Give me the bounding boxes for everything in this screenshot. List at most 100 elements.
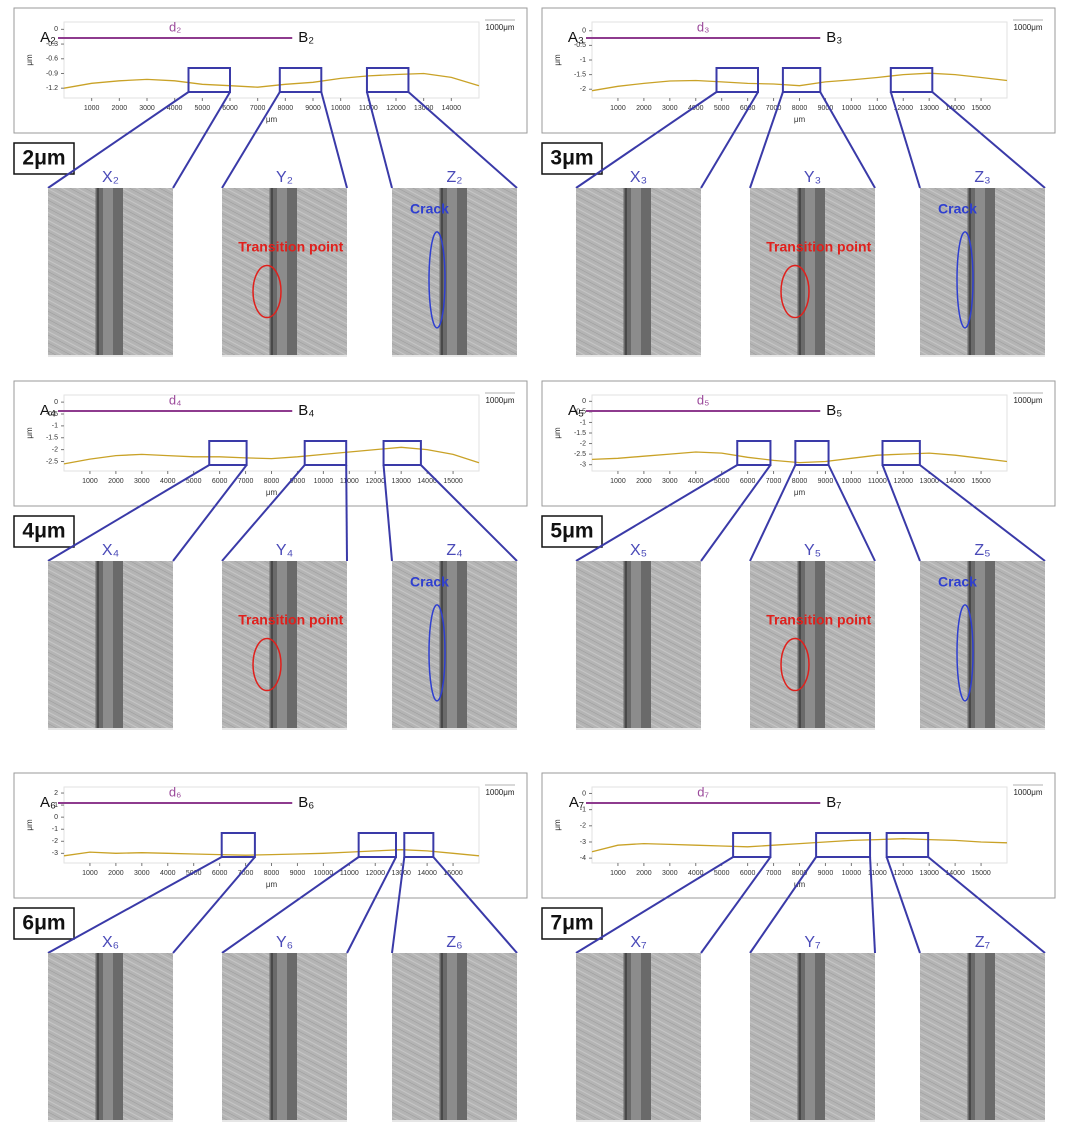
x-tick-label: 5000 — [195, 105, 211, 112]
zoom-label: X₄ — [102, 542, 119, 559]
figure: 0-0.3-0.6-0.9-1.210002000300040005000600… — [0, 0, 1067, 1124]
y-axis-label: μm — [25, 427, 34, 439]
segment-label: d₇ — [697, 784, 709, 799]
x-tick-label: 15000 — [971, 870, 991, 877]
wear-track-core — [631, 953, 641, 1120]
panel: 210-1-2-31000200030004000500060007000800… — [14, 773, 527, 1121]
y-axis-label: μm — [553, 54, 562, 66]
y-axis-label: μm — [553, 427, 562, 439]
annotation-label: Crack — [410, 574, 449, 590]
x-tick-label: 6000 — [740, 870, 756, 877]
zoom-label: X₇ — [630, 934, 646, 951]
x-tick-label: 6000 — [222, 105, 238, 112]
size-label: 2μm — [22, 147, 65, 170]
x-tick-label: 2000 — [108, 478, 124, 485]
x-tick-label: 8000 — [264, 478, 280, 485]
x-tick-label: 2000 — [636, 478, 652, 485]
zoom-label: Z₂ — [447, 169, 463, 186]
x-tick-label: 2000 — [636, 105, 652, 112]
x-tick-label: 11000 — [868, 105, 887, 112]
x-tick-label: 11000 — [340, 870, 359, 877]
x-axis-label: μm — [794, 115, 806, 124]
x-tick-label: 11000 — [868, 478, 887, 485]
y-tick-label: -2 — [580, 823, 586, 830]
x-axis-label: μm — [794, 488, 806, 497]
scale-label: 1000μm — [1013, 23, 1042, 32]
zoom-connector — [346, 465, 347, 561]
wear-track-core — [103, 561, 113, 728]
wear-track-core — [631, 561, 641, 728]
x-tick-label: 5000 — [186, 478, 202, 485]
y-tick-label: -2 — [52, 446, 58, 453]
start-label: A₄ — [40, 402, 56, 419]
size-label: 7μm — [550, 912, 593, 935]
start-label: A₃ — [568, 29, 584, 46]
y-axis-label: μm — [553, 819, 562, 831]
x-tick-label: 10000 — [314, 478, 334, 485]
x-tick-label: 13000 — [919, 478, 939, 485]
size-label: 6μm — [22, 912, 65, 935]
y-tick-label: -0.6 — [46, 56, 58, 63]
panel: 0-1-2-3-41000200030004000500060007000800… — [542, 773, 1055, 1121]
y-tick-label: -2 — [580, 86, 586, 93]
x-tick-label: 8000 — [264, 870, 280, 877]
y-tick-label: -0.9 — [46, 70, 58, 77]
zoom-label: Z₆ — [446, 934, 462, 951]
x-axis-label: μm — [266, 488, 278, 497]
x-tick-label: 14000 — [417, 870, 437, 877]
x-tick-label: 1000 — [610, 870, 626, 877]
start-label: A₅ — [568, 402, 584, 419]
y-tick-label: -1.2 — [46, 85, 58, 92]
scale-label: 1000μm — [485, 23, 514, 32]
x-tick-label: 13000 — [919, 870, 939, 877]
x-tick-label: 4000 — [688, 478, 704, 485]
wear-track-core — [277, 188, 287, 355]
x-tick-label: 7000 — [766, 478, 782, 485]
x-tick-label: 7000 — [238, 478, 254, 485]
scale-label: 1000μm — [485, 396, 514, 405]
wear-track-core — [631, 188, 641, 355]
x-tick-label: 5000 — [714, 478, 730, 485]
zoom-label: Y₂ — [276, 169, 293, 186]
x-tick-label: 5000 — [714, 105, 730, 112]
x-tick-label: 3000 — [662, 870, 678, 877]
size-label: 3μm — [550, 147, 593, 170]
zoom-label: Y₃ — [804, 169, 821, 186]
wear-track-core — [277, 953, 287, 1120]
x-tick-label: 13000 — [391, 478, 411, 485]
x-tick-label: 10000 — [842, 478, 862, 485]
start-label: A₇ — [569, 794, 584, 811]
scale-label: 1000μm — [1013, 396, 1042, 405]
x-tick-label: 8000 — [278, 105, 294, 112]
x-tick-label: 11000 — [359, 105, 378, 112]
x-tick-label: 14000 — [945, 478, 965, 485]
annotation-label: Transition point — [238, 239, 343, 255]
x-tick-label: 9000 — [290, 870, 306, 877]
x-tick-label: 11000 — [340, 478, 359, 485]
zoom-label: Y₇ — [804, 934, 820, 951]
start-label: A₂ — [40, 29, 56, 46]
zoom-label: Y₆ — [276, 934, 293, 951]
x-tick-label: 3000 — [134, 478, 150, 485]
x-tick-label: 14000 — [442, 105, 462, 112]
scale-label: 1000μm — [485, 788, 514, 797]
x-tick-label: 4000 — [160, 478, 176, 485]
x-tick-label: 1000 — [82, 478, 98, 485]
x-tick-label: 9000 — [818, 870, 834, 877]
end-label: B₂ — [298, 29, 314, 46]
x-tick-label: 2000 — [112, 105, 128, 112]
x-tick-label: 15000 — [971, 105, 991, 112]
y-tick-label: -4 — [580, 855, 586, 862]
zoom-label: Z₇ — [975, 934, 990, 951]
y-tick-label: 0 — [54, 814, 58, 821]
end-label: B₇ — [826, 794, 841, 811]
x-tick-label: 3000 — [139, 105, 155, 112]
size-label: 4μm — [22, 520, 65, 543]
y-axis-label: μm — [25, 819, 34, 831]
zoom-label: X₆ — [102, 934, 119, 951]
annotation-label: Transition point — [766, 239, 871, 255]
x-tick-label: 6000 — [212, 870, 228, 877]
x-tick-label: 3000 — [662, 478, 678, 485]
annotation-label: Transition point — [766, 612, 871, 628]
zoom-label: Z₅ — [974, 542, 990, 559]
